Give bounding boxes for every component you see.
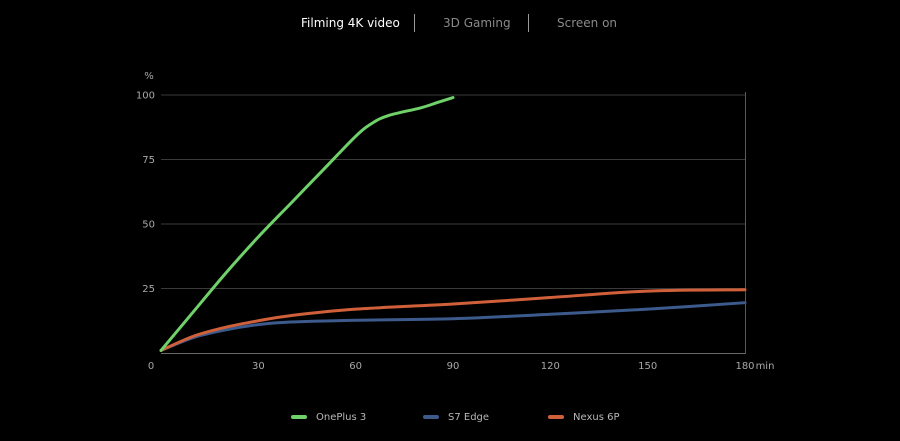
legend-item-nexus-6p: Nexus 6P [548, 409, 620, 425]
tab-filming-4k-video[interactable]: Filming 4K video [301, 16, 400, 30]
axis-layer: 25 50 75 100% 0 30 60 90 120 150 180 min [136, 71, 775, 372]
chart-legend: OnePlus 3 S7 Edge Nexus 6P [0, 409, 900, 425]
grid-layer [161, 94, 745, 289]
x-tick-label: 180 [735, 361, 754, 372]
legend-swatch [548, 415, 564, 419]
tab-screen-on[interactable]: Screen on [557, 16, 618, 30]
y-tick-label: 50 [142, 220, 155, 231]
x-tick-label: 150 [638, 361, 657, 372]
x-tick-label: 60 [349, 361, 362, 372]
legend-swatch [423, 415, 439, 419]
x-tick-label: 90 [447, 361, 460, 372]
series-line-oneplus-3 [159, 96, 455, 352]
series-layer [159, 96, 747, 352]
legend-label: S7 Edge [448, 411, 490, 423]
legend-item-s7-edge: S7 Edge [423, 409, 489, 425]
x-tick-label: 30 [252, 361, 265, 372]
legend-item-oneplus-3: OnePlus 3 [291, 409, 366, 425]
y-unit-label: % [144, 71, 154, 82]
x-tick-label: 120 [541, 361, 560, 372]
legend-label: Nexus 6P [573, 411, 620, 423]
x-unit-label: min [756, 361, 775, 372]
tab-3d-gaming[interactable]: 3D Gaming [443, 16, 511, 30]
chart-tabs: Filming 4K video 3D Gaming Screen on [0, 14, 900, 34]
legend-label: OnePlus 3 [316, 411, 367, 423]
tab-divider [414, 14, 415, 32]
y-tick-label: 100 [136, 91, 155, 102]
tab-divider [528, 14, 529, 32]
y-tick-label: 25 [142, 284, 155, 295]
legend-swatch [291, 415, 307, 419]
series-line-nexus-6p [159, 288, 747, 352]
x-tick-label: 0 [148, 361, 154, 372]
series-line-s7-edge [159, 301, 747, 352]
y-tick-label: 75 [142, 155, 155, 166]
